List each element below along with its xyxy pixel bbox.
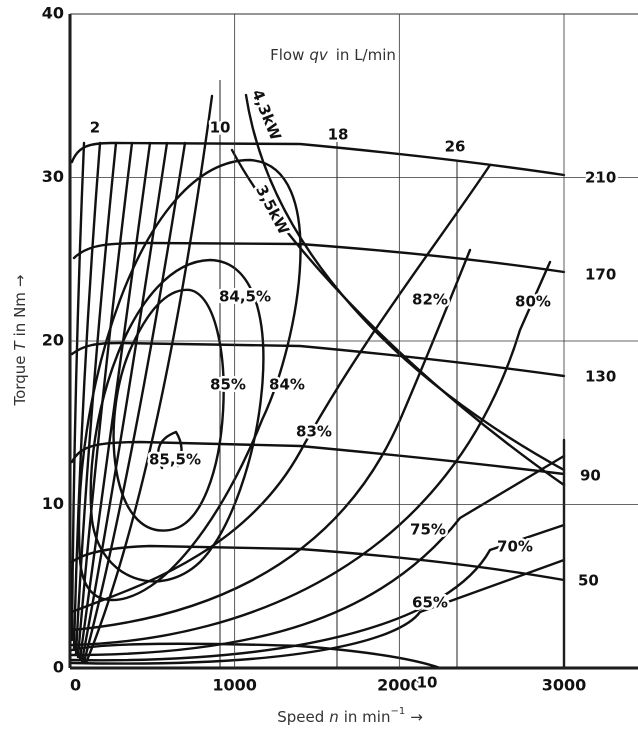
annotation: 80% [515,293,551,311]
label-arrow: → [11,275,29,288]
y-axis-label: Torque Tin Nm → [11,275,29,407]
annotation: 3,5kW [252,182,293,238]
annotation: 65% [412,594,448,612]
x-tick-label: 3000 [542,676,587,695]
annotation: 84,5% [219,288,271,306]
label-text: Torque [11,356,29,407]
annotation: 2 [90,119,100,137]
x-tick-label: 0 [70,676,81,695]
annotation: 82% [412,291,448,309]
annotation: 26 [445,138,466,156]
x-tick-label: 2000 [377,676,422,695]
annotation: 10 [417,674,438,692]
label-exponent: −1 [390,706,405,717]
title-text: Flow [270,46,304,64]
label-symbol: n [329,708,339,726]
annotation: 18 [328,126,349,144]
contour-curves [70,80,566,670]
annotation: 130 [585,368,616,386]
axes [68,13,638,670]
label-text: in min [344,708,391,726]
y-tick-label: 0 [53,658,64,677]
title-symbol: qv [309,46,329,64]
annotation: 83% [296,423,332,441]
label-text: Speed [277,708,324,726]
x-axis-label: Speed n in min−1 → [277,706,423,726]
annotation: 85,5% [149,451,201,469]
annotation: 170 [585,266,616,284]
annotation: 210 [585,169,616,187]
annotation: 10 [210,119,231,137]
annotation: 70% [497,538,533,556]
title-text: in L/min [336,46,396,64]
annotation: 85% [210,376,246,394]
y-tick-label: 20 [42,331,64,350]
label-text: in Nm [11,292,29,336]
y-tick-label: 40 [42,4,64,23]
y-tick-label: 30 [42,167,64,186]
annotation: 84% [269,376,305,394]
label-arrow: → [410,708,423,726]
annotation: 50 [578,572,599,590]
chart-title: Flow qv in L/min [270,46,396,64]
label-symbol: T [11,340,29,351]
annotation: 75% [410,521,446,539]
x-tick-label: 1000 [212,676,257,695]
annotation: 90 [580,467,601,485]
y-tick-label: 10 [42,494,64,513]
